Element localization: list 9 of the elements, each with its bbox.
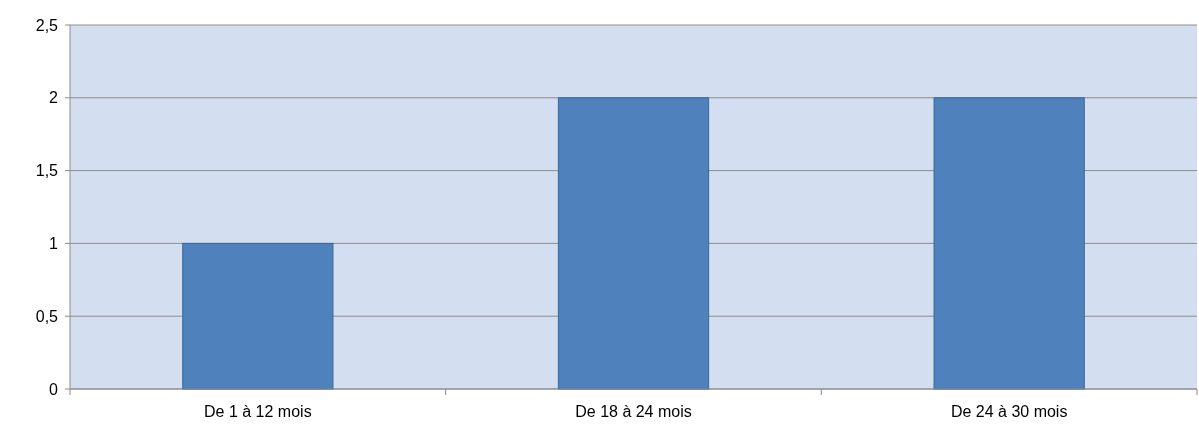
x-tick-label: De 24 à 30 mois [950, 403, 1068, 420]
y-tick-label: 1,5 [35, 162, 59, 180]
y-tick-label: 2 [49, 89, 59, 107]
x-tick-label: De 18 à 24 mois [575, 403, 692, 420]
y-tick-label: 0 [49, 380, 59, 398]
y-tick-label: 2,5 [35, 16, 59, 34]
y-tick-label: 0,5 [35, 307, 59, 325]
y-tick-label: 1 [49, 235, 59, 252]
x-tick-label: De 1 à 12 mois [204, 403, 312, 420]
